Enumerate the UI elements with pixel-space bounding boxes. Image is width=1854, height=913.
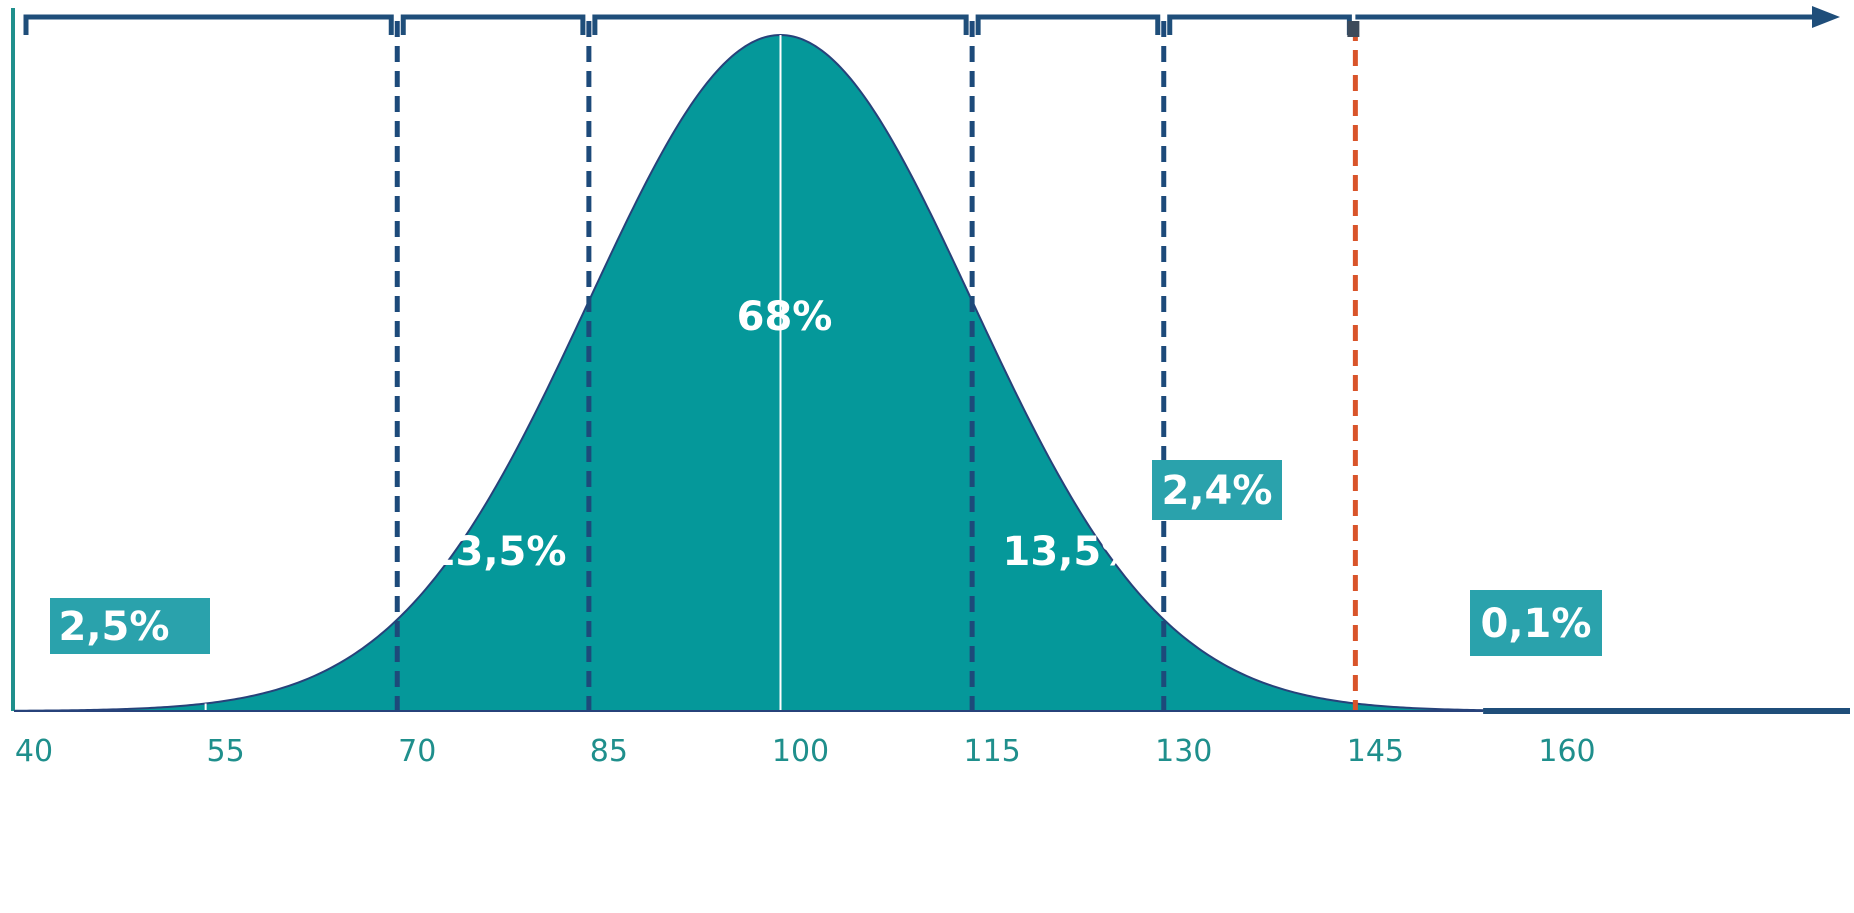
region-label-0: 2,5%	[59, 604, 170, 650]
tick-label-55: 55	[207, 734, 245, 769]
tick-label-115: 115	[963, 734, 1020, 769]
region-label-5: 0,1%	[1481, 601, 1592, 647]
region-label-1: 13,5%	[428, 529, 567, 575]
bracket-marker	[1347, 21, 1360, 37]
top-arrow-head	[1812, 6, 1840, 28]
tick-label-70: 70	[398, 734, 436, 769]
top-bracket-70-85	[400, 14, 586, 35]
region-label-2: 68%	[737, 294, 833, 340]
region-box-5	[1470, 590, 1602, 656]
region-box-0	[50, 598, 210, 654]
curve-layer	[13, 33, 1548, 712]
tick-label-145: 145	[1347, 734, 1404, 769]
tick-label-130: 130	[1155, 734, 1212, 769]
region-box-4	[1152, 460, 1282, 520]
top-bracket-115-130	[975, 14, 1161, 35]
top-bracket-130-145	[1167, 14, 1352, 35]
top-bracket-85-115	[592, 14, 969, 35]
axis-layer	[11, 6, 1850, 714]
region-label-4: 2,4%	[1162, 468, 1273, 514]
tick-label-100: 100	[772, 734, 829, 769]
guide-lines-layer	[394, 21, 1358, 711]
tick-label-40: 40	[15, 734, 53, 769]
region-label-3: 13,5%	[1003, 529, 1142, 575]
tick-label-85: 85	[590, 734, 628, 769]
tick-label-160: 160	[1538, 734, 1595, 769]
top-bracket-40-70	[23, 14, 394, 35]
labels-layer: 40 55 70 85 100 115 130 145 160 2,5% 13,5% 68% 13,5%…	[15, 294, 1602, 769]
